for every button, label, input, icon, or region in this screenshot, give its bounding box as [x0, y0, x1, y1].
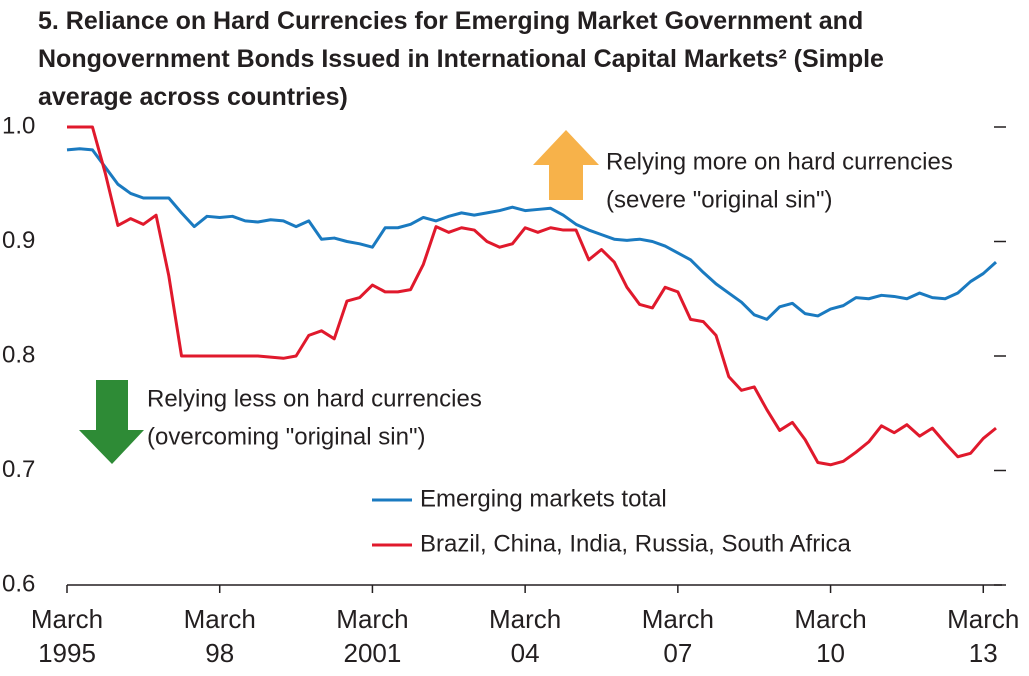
x-tick-label: March 13 — [947, 604, 1020, 668]
legend-label: Brazil, China, India, Russia, South Afri… — [420, 530, 852, 557]
x-tick-label: March 07 — [641, 604, 714, 668]
x-tick-label: March 10 — [794, 604, 867, 668]
up-arrow — [533, 130, 599, 200]
chart-title: 5. Reliance on Hard Currencies for Emerg… — [38, 7, 884, 111]
y-tick-label: 0.9 — [2, 227, 35, 254]
annotation: (severe "original sin") — [606, 186, 832, 213]
legend-label: Emerging markets total — [420, 485, 667, 512]
x-tick-label: March 1995 — [30, 604, 104, 668]
y-tick-label: 1.0 — [2, 112, 35, 139]
down-arrow — [79, 380, 144, 464]
y-tick-label: 0.6 — [2, 570, 35, 597]
x-tick-label: March 98 — [183, 604, 256, 668]
x-tick-label: March 2001 — [336, 604, 409, 668]
annotation: Relying less on hard currencies — [147, 385, 482, 412]
annotation: (overcoming "original sin") — [147, 423, 425, 450]
y-tick-label: 0.8 — [2, 341, 35, 368]
x-tick-label: March 04 — [489, 604, 562, 668]
series-line — [67, 125, 997, 467]
y-tick-label: 0.7 — [2, 456, 35, 483]
annotation: Relying more on hard currencies — [606, 148, 953, 175]
series-line — [66, 147, 998, 321]
